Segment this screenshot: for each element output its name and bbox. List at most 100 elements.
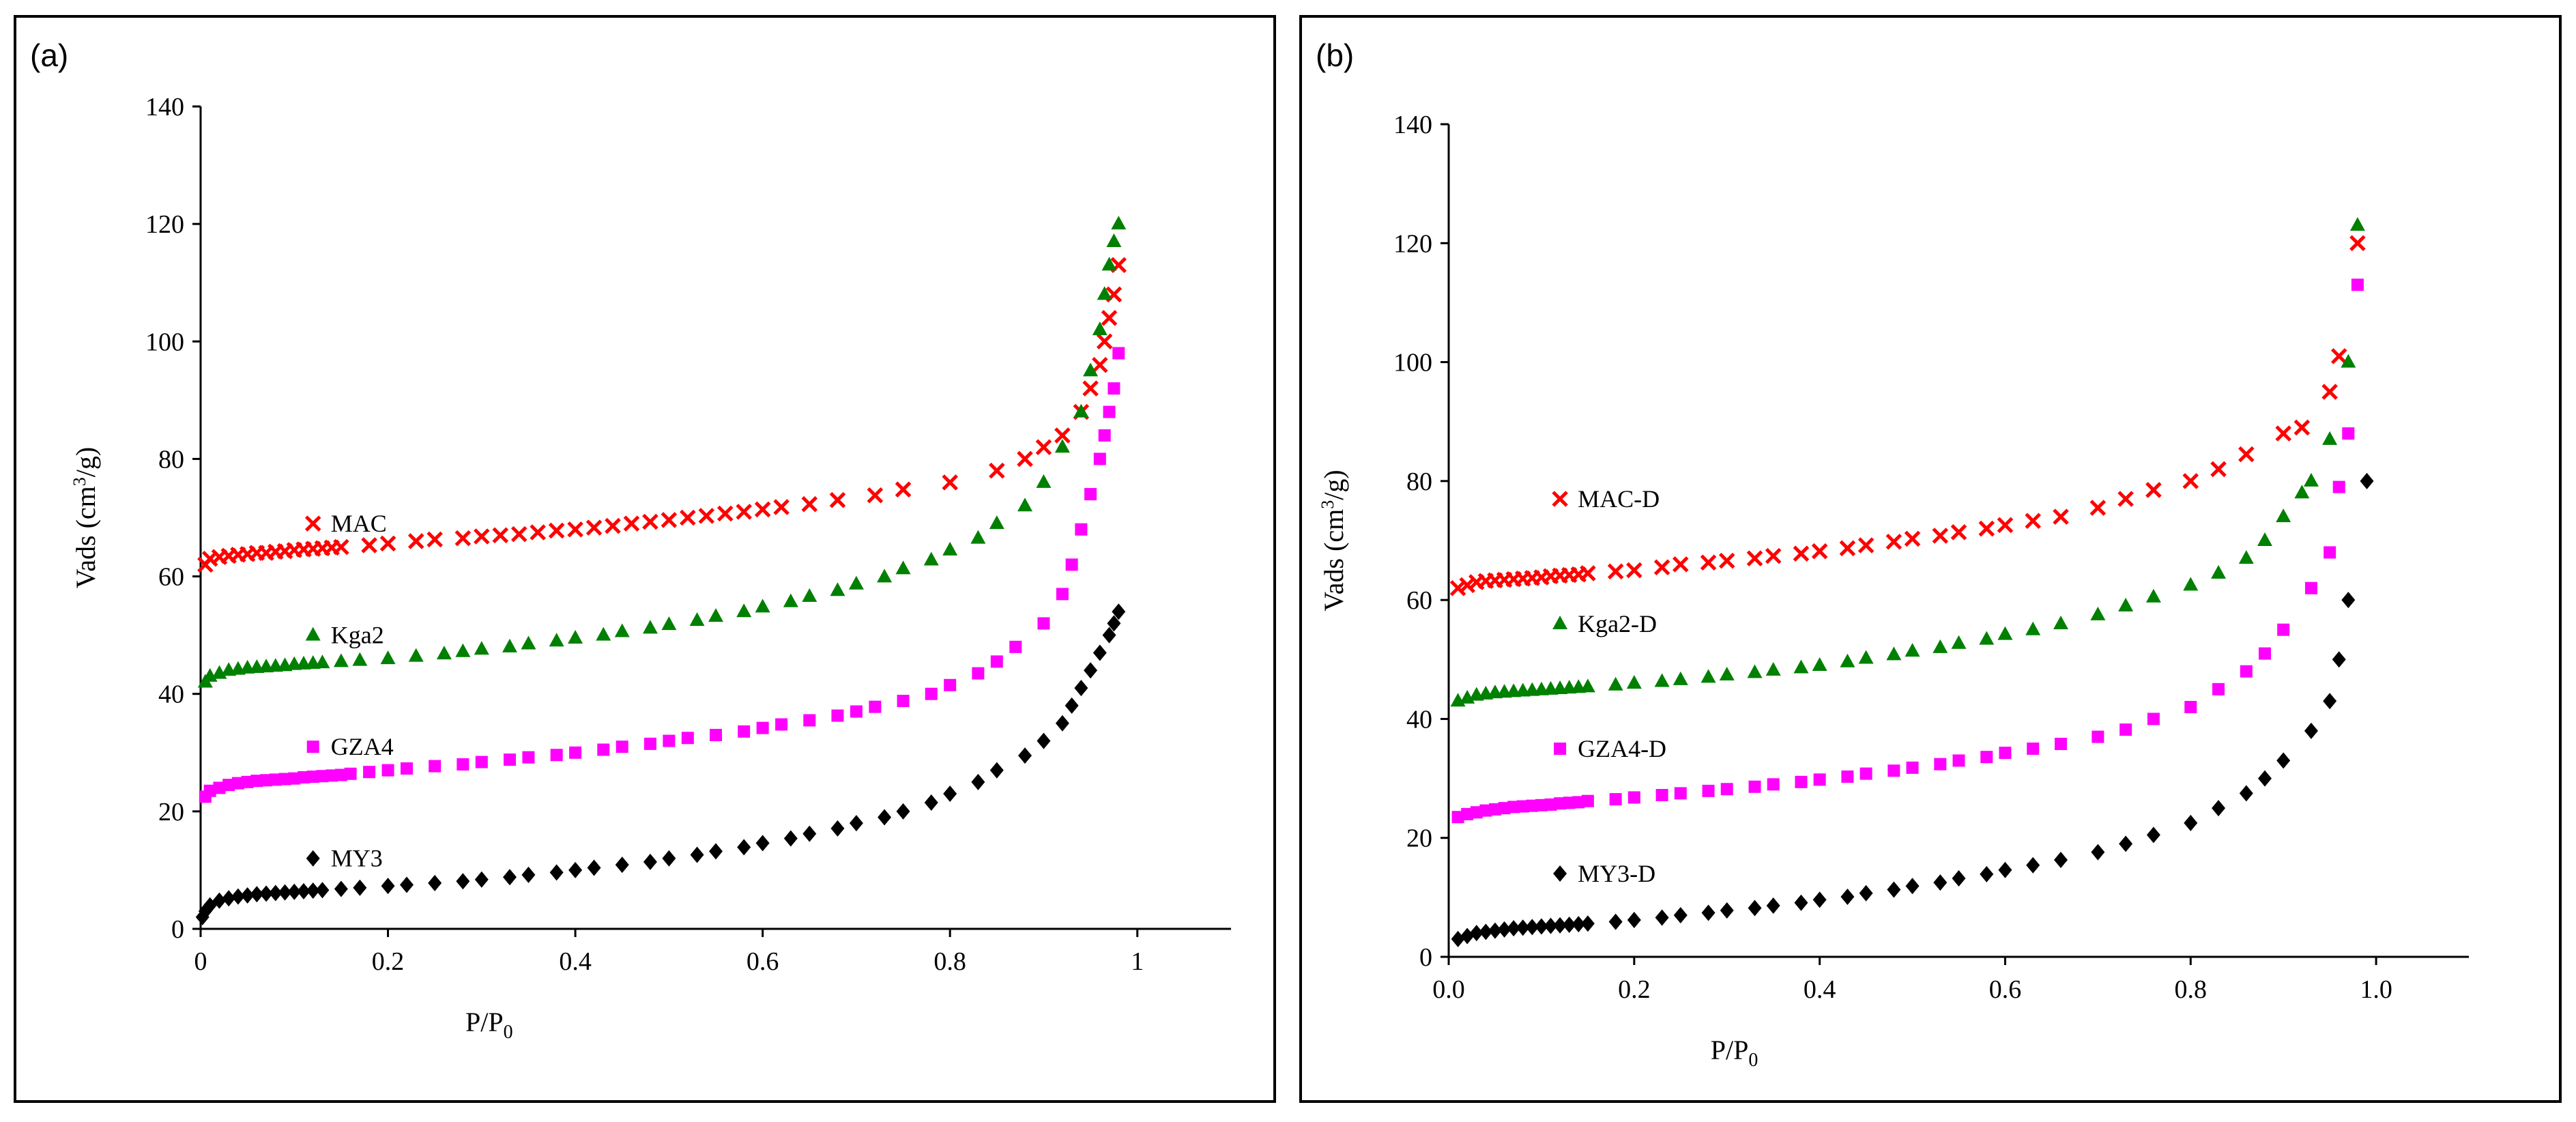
point-gza4-d (1544, 798, 1557, 811)
point-my3-d (1534, 918, 1548, 935)
point-gza4 (241, 775, 254, 788)
point-mac (1092, 356, 1108, 373)
point-my3-d (2239, 785, 2253, 802)
legend-label-gza4-d: GZA4-D (1578, 735, 1666, 762)
point-my3-d (1859, 884, 1873, 902)
point-kga2 (1092, 321, 1108, 336)
point-mac-d (2293, 419, 2311, 436)
point-gza4-d (1813, 773, 1826, 786)
point-gza4 (569, 746, 582, 759)
legend-label-kga2: Kga2 (331, 622, 384, 649)
point-gza4-d (1795, 775, 1808, 788)
point-mac-d (1978, 520, 1995, 537)
point-gza4-d (2351, 278, 2364, 291)
point-my3 (1018, 747, 1032, 764)
point-my3-d (1952, 869, 1966, 887)
point-mac (698, 508, 715, 524)
point-my3-d (1460, 927, 1475, 945)
point-my3 (240, 887, 255, 904)
point-my3 (268, 884, 283, 902)
point-my3 (878, 809, 892, 826)
point-gza4-d (1980, 751, 1993, 764)
point-my3-d (1887, 881, 1901, 898)
point-kga2-d (2145, 588, 2161, 603)
x-tick-label: 0 (194, 947, 207, 976)
point-gza4-d (1581, 794, 1594, 807)
point-my3-d (2091, 844, 2105, 861)
legend-label-my3: MY3 (331, 845, 383, 872)
point-gza4-d (2342, 427, 2355, 440)
point-my3-d (1580, 915, 1595, 932)
point-my3 (428, 874, 442, 891)
point-my3-d (1748, 900, 1762, 917)
x-tick-label: 1 (1131, 947, 1144, 976)
point-gza4-d (2212, 682, 2225, 695)
point-kga2-d (2322, 431, 2338, 445)
point-my3-d (1655, 909, 1669, 926)
point-gza4-d (2259, 647, 2271, 660)
point-gza4-d (1572, 796, 1585, 809)
point-gza4 (334, 768, 347, 781)
point-kga2 (408, 648, 424, 662)
point-my3-d (1544, 917, 1558, 934)
point-kga2 (1073, 403, 1089, 418)
point-mac (1096, 333, 1113, 350)
y-tick-label: 140 (1393, 111, 1432, 139)
x-tick-label: 0.8 (934, 947, 966, 976)
point-gza4 (1103, 405, 1116, 418)
point-gza4-d (1934, 758, 1947, 771)
x-tick-label: 0.8 (2175, 975, 2208, 1004)
point-kga2-d (2090, 606, 2106, 620)
x-tick-label: 0.2 (1618, 975, 1651, 1004)
point-mac (680, 509, 696, 526)
point-kga2 (333, 653, 349, 667)
point-gza4 (597, 743, 610, 756)
point-my3 (989, 762, 1004, 779)
point-kga2 (1054, 439, 1070, 453)
point-kga2-d (1951, 635, 1967, 649)
point-kga2 (352, 652, 368, 666)
point-mac-d (2330, 348, 2347, 364)
point-mac (1035, 439, 1052, 455)
y-tick-label: 0 (1419, 943, 1432, 972)
point-mac (454, 530, 472, 547)
point-kga2 (1101, 257, 1117, 271)
panel-b-label: (b) (1316, 38, 1355, 73)
point-my3 (737, 839, 751, 856)
point-gza4 (869, 700, 882, 713)
point-kga2 (895, 560, 911, 575)
point-kga2 (708, 608, 723, 622)
series-gza4-d (1451, 278, 2364, 824)
point-kga2 (1097, 286, 1112, 300)
y-axis-title: Vads (cm3/g) (1318, 470, 1349, 611)
point-gza4 (231, 777, 244, 790)
point-gza4 (1112, 347, 1125, 360)
point-my3-d (1572, 916, 1586, 933)
point-kga2 (315, 654, 330, 669)
y-tick-label: 140 (145, 93, 184, 121)
point-gza4 (925, 687, 938, 700)
point-gza4 (775, 718, 788, 731)
point-my3 (521, 866, 536, 883)
point-my3-d (2258, 770, 2272, 787)
point-my3 (643, 853, 657, 870)
point-gza4 (363, 766, 376, 779)
point-mac-d (1885, 533, 1902, 550)
point-my3-d (1627, 911, 1641, 928)
point-my3-d (2146, 826, 2160, 844)
point-kga2 (689, 612, 705, 627)
point-kga2-d (1905, 643, 1920, 657)
point-gza4-d (2119, 723, 2132, 736)
point-gza4 (1093, 452, 1106, 465)
point-gza4 (298, 771, 310, 783)
y-tick-label: 40 (158, 680, 184, 709)
point-kga2 (596, 627, 611, 641)
point-kga2-d (1719, 666, 1735, 680)
point-my3 (1037, 732, 1051, 749)
point-gza4 (663, 734, 676, 747)
point-gza4-d (1720, 783, 1733, 796)
point-mac-d (1459, 577, 1475, 594)
point-mac (801, 495, 818, 513)
point-kga2-d (1933, 639, 1948, 653)
legend-label-kga2-d: Kga2-D (1578, 610, 1657, 637)
